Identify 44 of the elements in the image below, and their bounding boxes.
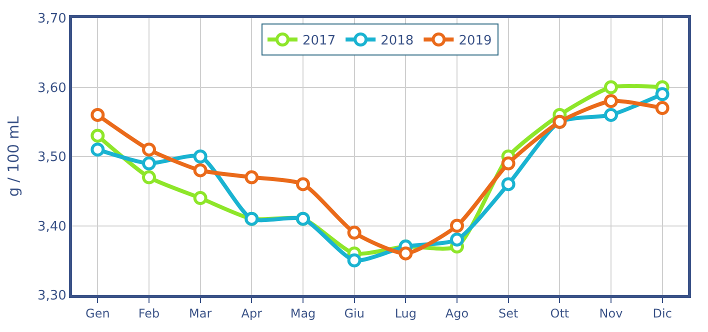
x-tick-label: Feb bbox=[138, 306, 160, 320]
x-tick-label: Apr bbox=[241, 306, 262, 320]
point bbox=[347, 253, 362, 268]
legend-label: 2017 bbox=[302, 34, 336, 49]
point bbox=[501, 156, 516, 170]
x-tick-label: Set bbox=[498, 306, 518, 320]
y-tick-label: 3,70 bbox=[37, 12, 66, 27]
point bbox=[193, 163, 208, 178]
x-tick-label: Mag bbox=[290, 306, 316, 320]
point bbox=[296, 177, 310, 192]
point bbox=[142, 156, 156, 170]
legend-label: 2018 bbox=[380, 34, 414, 49]
point bbox=[244, 170, 259, 184]
y-tick-label: 3,60 bbox=[37, 80, 66, 96]
x-tick-label: Nov bbox=[599, 306, 623, 320]
point bbox=[604, 108, 618, 122]
point bbox=[193, 150, 208, 164]
x-tick-label: Dic bbox=[652, 306, 672, 320]
point bbox=[450, 218, 464, 233]
point bbox=[655, 87, 670, 102]
y-tick-label: 3,30 bbox=[37, 288, 66, 304]
x-tick-label: Lug bbox=[394, 306, 417, 320]
point bbox=[142, 170, 156, 184]
x-tick-label: Mar bbox=[189, 306, 212, 320]
point bbox=[90, 108, 105, 122]
y-tick-label: 3,50 bbox=[37, 150, 66, 166]
point bbox=[655, 101, 670, 116]
point bbox=[90, 128, 105, 143]
point bbox=[90, 142, 105, 157]
legend-label: 2019 bbox=[458, 34, 492, 49]
point bbox=[193, 191, 208, 206]
x-tick-label: Gen bbox=[86, 306, 110, 320]
point bbox=[398, 246, 413, 260]
point bbox=[501, 177, 516, 192]
point bbox=[604, 80, 618, 94]
point bbox=[142, 142, 156, 157]
point bbox=[450, 232, 464, 247]
point bbox=[347, 226, 362, 240]
x-tick-label: Ago bbox=[445, 306, 469, 320]
x-tick-label: Ott bbox=[550, 306, 570, 320]
x-tick-label: Giu bbox=[344, 306, 364, 320]
y-tick-label: 3,40 bbox=[37, 219, 66, 234]
y-axis-title: g / 100 mL bbox=[4, 116, 23, 197]
point bbox=[604, 94, 618, 108]
